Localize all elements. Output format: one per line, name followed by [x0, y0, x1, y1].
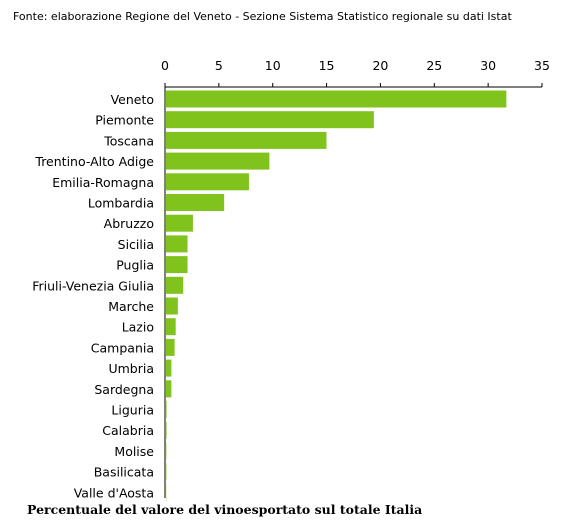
bar	[166, 422, 167, 439]
category-label: Basilicata	[94, 465, 154, 480]
source-note: Fonte: elaborazione Regione del Veneto -…	[13, 10, 512, 23]
bar	[166, 173, 249, 190]
bar	[166, 318, 176, 335]
category-label: Puglia	[116, 258, 154, 273]
x-tick-label: 25	[426, 58, 442, 73]
chart-caption: Percentuale del valore del vinoesportato…	[27, 502, 422, 517]
bar	[166, 380, 171, 397]
category-label: Veneto	[111, 92, 154, 107]
bar	[166, 111, 374, 128]
bar	[166, 339, 175, 356]
category-label: Umbria	[108, 361, 154, 376]
category-label: Sardegna	[94, 382, 154, 397]
category-label: Valle d'Aosta	[74, 485, 154, 500]
category-label: Lombardia	[88, 196, 154, 211]
category-label: Liguria	[111, 403, 154, 418]
x-tick-label: 5	[215, 58, 223, 73]
x-tick-label: 20	[372, 58, 388, 73]
x-tick-label: 0	[161, 58, 169, 73]
category-label: Calabria	[102, 423, 154, 438]
category-label: Trentino-Alto Adige	[34, 154, 154, 169]
category-label: Toscana	[103, 133, 154, 148]
bar	[166, 132, 326, 149]
category-label: Abruzzo	[104, 216, 154, 231]
x-tick-label: 30	[480, 58, 496, 73]
category-label: Emilia-Romagna	[52, 175, 154, 190]
category-label: Piemonte	[95, 113, 154, 128]
category-label: Sicilia	[118, 237, 154, 252]
x-tick-label: 15	[319, 58, 335, 73]
bar	[166, 401, 167, 418]
category-label: Marche	[108, 299, 154, 314]
bars-layer	[166, 91, 506, 501]
bar	[166, 235, 188, 252]
bar	[166, 277, 183, 294]
category-label: Friuli-Venezia Giulia	[32, 278, 154, 293]
bar	[166, 194, 224, 211]
bar	[166, 215, 193, 232]
x-tick-label: 10	[265, 58, 281, 73]
category-label: Molise	[114, 444, 154, 459]
bar	[166, 153, 269, 170]
category-label: Campania	[91, 340, 154, 355]
category-label: Lazio	[122, 320, 154, 335]
bar	[166, 298, 178, 315]
x-tick-label: 35	[534, 58, 550, 73]
bar	[166, 360, 171, 377]
bar	[166, 256, 188, 273]
bar	[166, 91, 506, 108]
